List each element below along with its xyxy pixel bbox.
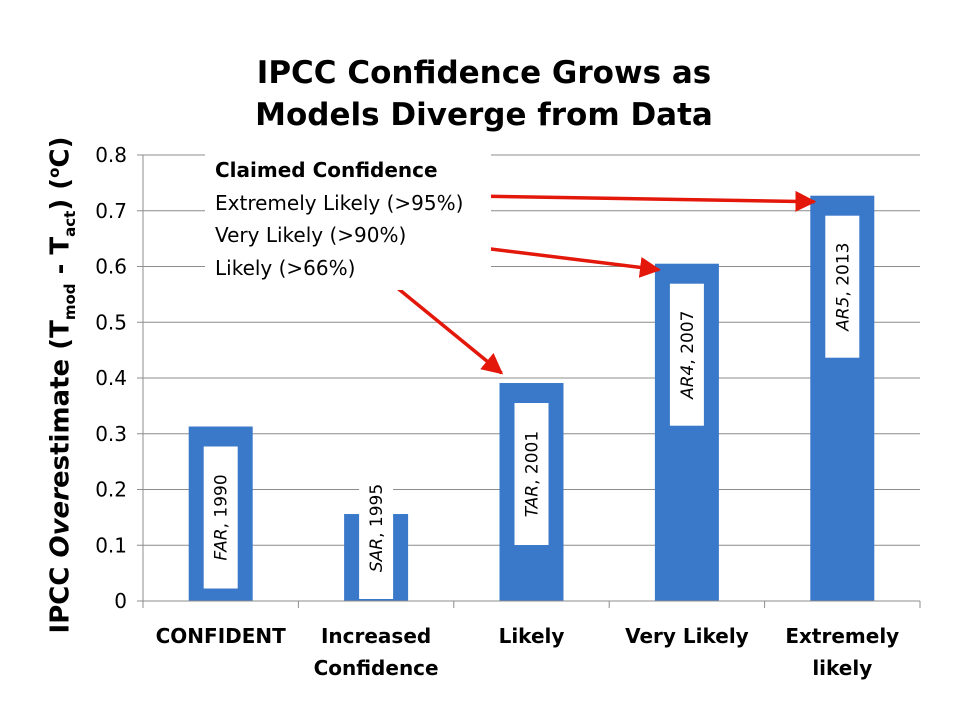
chart-title-line-2: Models Diverge from Data bbox=[255, 97, 713, 133]
y-axis-label: IPCC Overestimate (Tmod - Tact) (oC) bbox=[45, 137, 79, 634]
bar-label-box bbox=[825, 215, 860, 358]
bar-label: AR4, 2007 bbox=[669, 283, 704, 426]
y-tick-label: 0 bbox=[114, 589, 127, 613]
bar-label: TAR, 2001 bbox=[514, 403, 549, 546]
bar-label: FAR, 1990 bbox=[203, 446, 238, 589]
bar-label-year: , 1995 bbox=[367, 484, 387, 538]
category-label: Extremely bbox=[785, 624, 899, 648]
chart-title: IPCC Confidence Grows as Models Diverge … bbox=[0, 52, 962, 136]
y-tick-label: 0.3 bbox=[95, 422, 127, 446]
legend-item-likely: Likely (>66%) bbox=[215, 255, 356, 280]
bar-label-report: AR4 bbox=[678, 365, 698, 400]
bar-label-text: AR5, 2013 bbox=[833, 243, 853, 332]
category-label: Confidence bbox=[314, 656, 439, 680]
bar-label-box bbox=[514, 403, 549, 546]
bar-label-report: FAR bbox=[212, 528, 232, 560]
bar-label-year: , 2013 bbox=[833, 243, 853, 297]
legend-arrow bbox=[469, 190, 817, 212]
y-axis-label-italic: Over bbox=[45, 487, 76, 558]
bar-label: SAR, 1995 bbox=[359, 457, 394, 599]
category-label: Likely bbox=[499, 624, 565, 648]
legend-heading: Claimed Confidence bbox=[215, 158, 438, 182]
y-tick-label: 0.4 bbox=[95, 366, 127, 390]
bar-label: AR5, 2013 bbox=[825, 215, 860, 358]
y-axis-label-sub-mod: mod bbox=[60, 283, 79, 321]
y-axis-label-unit: C) bbox=[45, 136, 76, 168]
category-label: CONFIDENT bbox=[156, 624, 287, 648]
bar-labels: FAR, 1990 SAR, 1995 TAR, 2001 AR4, 2007 AR5,… bbox=[203, 215, 860, 599]
bar-label-box bbox=[203, 446, 238, 589]
y-tick-label: 0.6 bbox=[95, 255, 127, 279]
bar-label-text: TAR, 2001 bbox=[523, 431, 543, 517]
y-axis-label-dash: - T bbox=[45, 236, 76, 284]
bar-label-text: SAR, 1995 bbox=[367, 484, 387, 572]
y-axis-label-close: ) ( bbox=[45, 177, 76, 211]
y-tick-label: 0.1 bbox=[95, 533, 127, 557]
gridlines bbox=[137, 154, 920, 602]
bar-label-report: SAR bbox=[367, 538, 387, 572]
legend-item-extremely-likely: Extremely Likely (>95%) bbox=[215, 190, 464, 215]
category-labels: CONFIDENT Increased Confidence Likely Very L… bbox=[156, 624, 900, 680]
y-axis-ticks: 0 0.1 0.2 0.3 0.4 0.5 0.6 0.7 0.8 bbox=[95, 143, 127, 613]
bar-label-text: AR4, 2007 bbox=[678, 311, 698, 400]
y-axis-label-mid: estimate (T bbox=[45, 320, 76, 488]
chart-title-line-1: IPCC Confidence Grows as bbox=[256, 55, 712, 91]
bar-label-year: , 1990 bbox=[212, 474, 232, 528]
y-axis-label-prefix: IPCC bbox=[45, 557, 76, 634]
bar-label-year: , 2001 bbox=[523, 431, 543, 485]
y-axis-label-sub-act: act bbox=[60, 210, 79, 237]
legend-box: Claimed Confidence Extremely Likely (>95… bbox=[205, 148, 491, 290]
category-label: Increased bbox=[321, 624, 431, 648]
category-label: Very Likely bbox=[625, 624, 749, 648]
y-tick-label: 0.7 bbox=[95, 199, 127, 223]
y-tick-label: 0.8 bbox=[95, 143, 127, 167]
bar-label-box bbox=[359, 457, 394, 599]
bar-label-report: AR5 bbox=[833, 297, 853, 332]
bar-label-text: FAR, 1990 bbox=[212, 474, 232, 560]
category-label: likely bbox=[812, 656, 872, 680]
x-axis bbox=[142, 600, 921, 608]
y-axis-label-degree: o bbox=[45, 167, 64, 178]
y-tick-label: 0.2 bbox=[95, 478, 127, 502]
bar-label-report: TAR bbox=[523, 485, 543, 517]
bar-label-box bbox=[669, 283, 704, 426]
y-tick-label: 0.5 bbox=[95, 310, 127, 334]
legend-item-very-likely: Very Likely (>90%) bbox=[215, 223, 407, 247]
bar-label-year: , 2007 bbox=[678, 311, 698, 365]
